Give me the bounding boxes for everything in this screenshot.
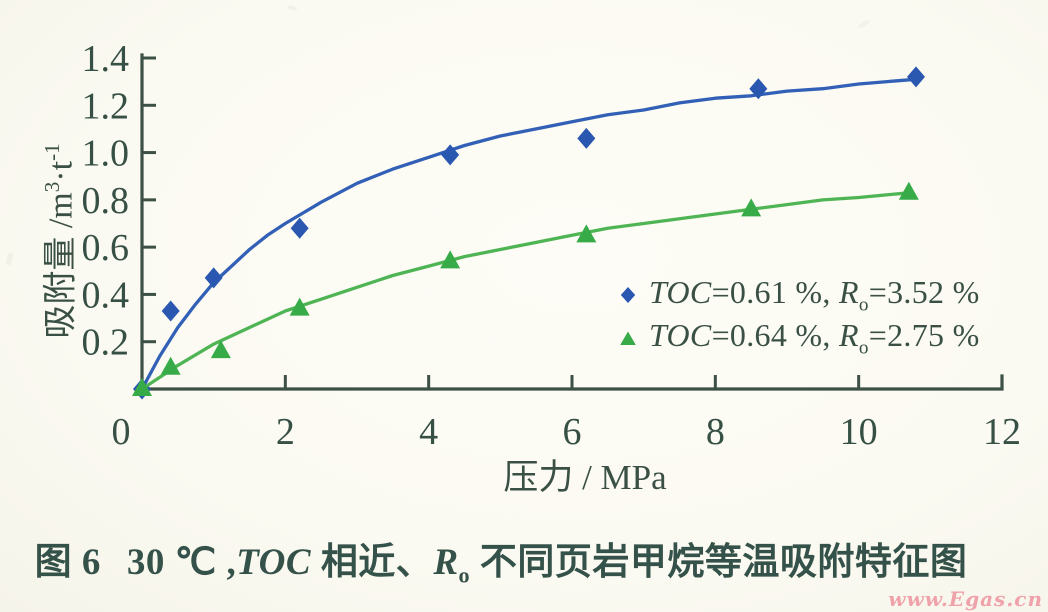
series-1-diamond-marker	[441, 144, 460, 166]
series-2-triangle-marker	[160, 356, 181, 375]
y-axis-title: 吸附量 /m3·t-1	[31, 81, 79, 401]
y-axis-title-text: 吸附量 /m	[42, 192, 80, 339]
legend-ro-sub: o	[858, 337, 869, 359]
x-tick-label: 0	[112, 411, 131, 453]
legend-ro-value: =2.75 %	[868, 316, 980, 353]
x-axis-title: 压力 / MPa	[503, 458, 667, 497]
y-tick-label: 0.6	[82, 227, 130, 269]
watermark: www.Egas.cn	[888, 587, 1043, 611]
series-2-curve	[140, 191, 911, 391]
series-1-diamond-marker	[907, 66, 925, 88]
legend: TOC=0.61 %, Ro=3.52 % TOC=0.64 %, Ro=2.7…	[618, 274, 980, 359]
legend-item-series-1: TOC=0.61 %, Ro=3.52 %	[618, 274, 980, 316]
series-2-triangle-marker	[576, 224, 597, 243]
x-tick-label: 6	[563, 411, 582, 453]
y-tick-label: 1.0	[82, 133, 130, 175]
x-tick-label: 12	[983, 411, 1021, 453]
legend-label-series-2: TOC=0.64 %, Ro=2.75 %	[649, 317, 980, 359]
legend-ro-label: R	[838, 273, 859, 310]
caption-toc: TOC	[236, 542, 312, 583]
caption-ro-sub: o	[458, 562, 471, 588]
series-2-triangle-marker	[289, 297, 310, 316]
legend-toc-label: TOC	[649, 273, 712, 310]
legend-ro-value: =3.52 %	[868, 273, 980, 310]
series-1-diamond-marker	[577, 127, 596, 149]
legend-ro-label: R	[838, 316, 859, 353]
x-tick-label: 4	[419, 411, 438, 453]
y-tick-label: 0.2	[82, 322, 130, 364]
series-1-diamond-marker	[749, 78, 768, 100]
legend-ro-sub: o	[858, 294, 869, 316]
series-1-diamond-marker	[290, 217, 309, 239]
y-tick-label: 0.4	[82, 274, 130, 316]
y-tick-label: 1.4	[82, 38, 130, 80]
y-axis-title-sup3: 3	[40, 181, 64, 193]
series-2-triangle-marker	[440, 250, 461, 269]
triangle-marker-icon	[620, 331, 636, 345]
y-tick-label: 0.8	[82, 180, 130, 222]
legend-label-series-1: TOC=0.61 %, Ro=3.52 %	[649, 274, 980, 316]
caption-rest-text: 不同页岩甲烷等温吸附特征图	[470, 542, 968, 583]
series-2-triangle-marker	[210, 340, 231, 359]
axes	[140, 53, 1004, 391]
series-2-triangle-marker	[132, 378, 152, 396]
series-1-diamond-marker	[204, 267, 223, 289]
caption-ro: R	[433, 542, 459, 583]
figure-number: 图 6	[34, 542, 101, 583]
legend-toc-value: =0.64 %,	[711, 316, 839, 353]
figure-caption: 图 6 30 ℃ ,TOC 相近、Ro 不同页岩甲烷等温吸附特征图	[0, 531, 1002, 588]
diamond-marker-icon	[620, 287, 636, 303]
x-tick-label: 8	[706, 411, 725, 453]
series-1-diamond-marker	[161, 300, 180, 322]
series-2-triangle-marker	[741, 198, 762, 217]
series-2-triangle-marker	[898, 181, 919, 200]
legend-toc-value: =0.61 %,	[711, 273, 839, 310]
legend-toc-label: TOC	[649, 316, 712, 353]
y-tick-label: 1.2	[82, 85, 130, 127]
caption-mid-text: 相近、	[311, 542, 434, 583]
y-axis-title-sup-1: -1	[40, 143, 64, 161]
x-tick-label: 2	[276, 411, 295, 453]
y-axis-title-unit: ·t	[42, 160, 80, 182]
caption-temperature: 30 ℃ ,	[126, 542, 237, 583]
x-tick-label: 10	[840, 411, 878, 453]
legend-item-series-2: TOC=0.64 %, Ro=2.75 %	[618, 317, 980, 359]
